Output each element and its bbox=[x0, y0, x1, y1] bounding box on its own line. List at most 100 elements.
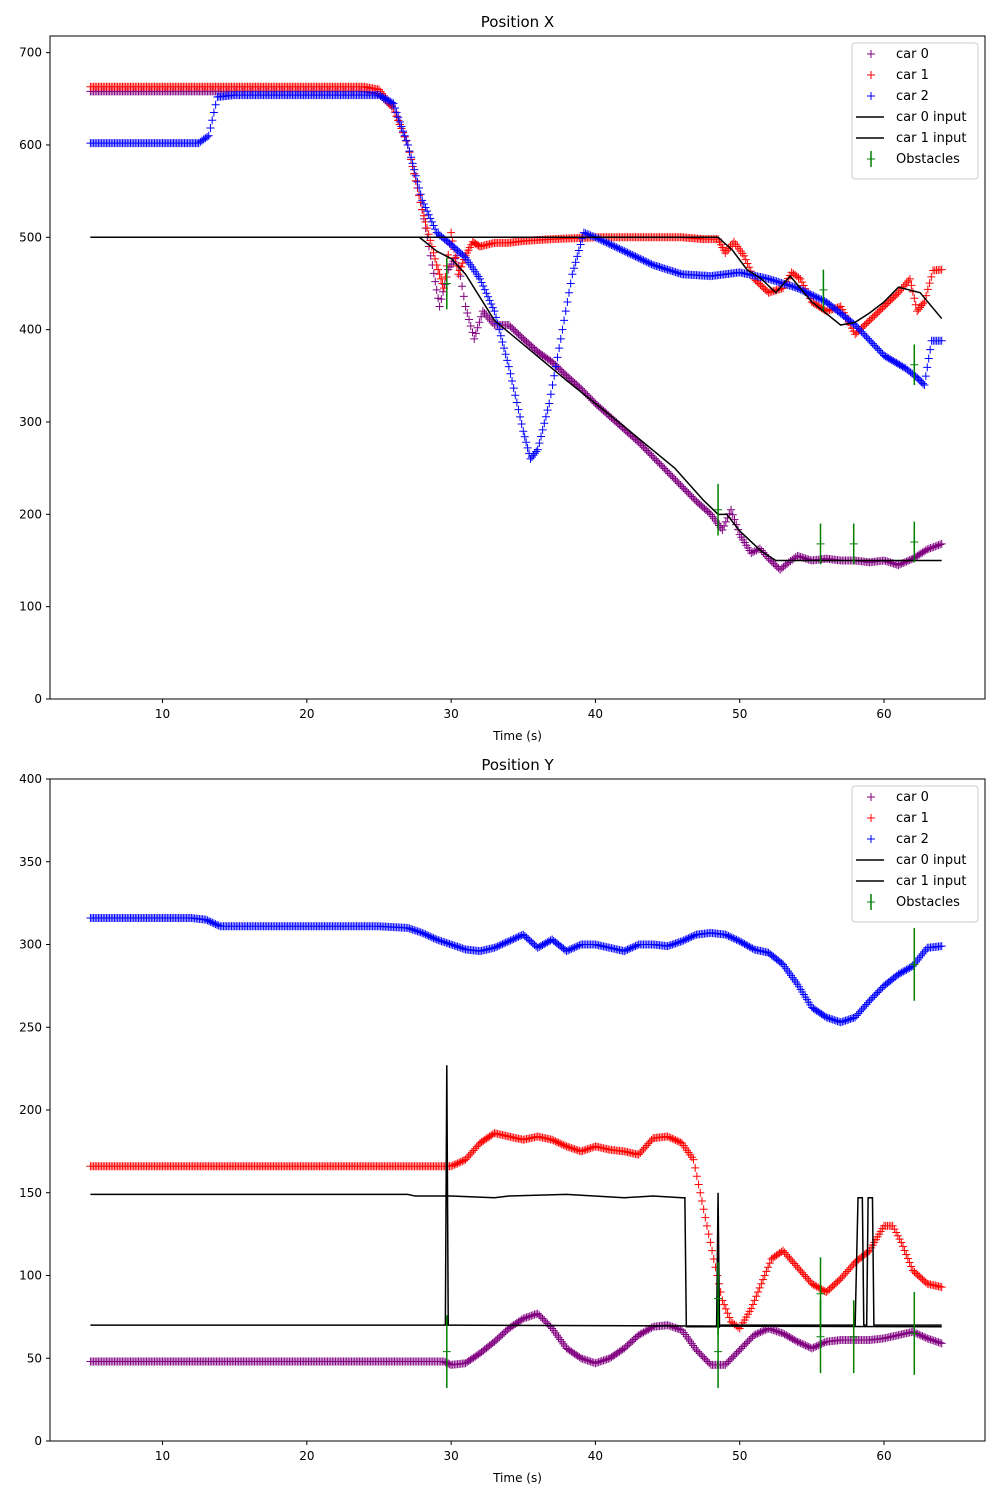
obstacle-marker bbox=[714, 1294, 723, 1303]
x-tick-label: 20 bbox=[299, 707, 314, 721]
x-tick-label: 60 bbox=[876, 1449, 891, 1463]
legend-entry: car 1 bbox=[867, 68, 929, 83]
series-car-1 bbox=[86, 1129, 946, 1333]
y-tick-label: 300 bbox=[19, 415, 42, 429]
y-tick-label: 500 bbox=[19, 230, 42, 244]
legend-label: car 0 input bbox=[896, 853, 966, 868]
legend-label: car 1 input bbox=[896, 131, 966, 146]
obstacle-marker bbox=[910, 360, 919, 369]
legend-label: car 2 bbox=[896, 832, 929, 847]
marker-trace bbox=[86, 1129, 946, 1333]
legend-label: car 1 bbox=[896, 811, 929, 826]
chart-title: Position X bbox=[481, 13, 554, 31]
legend-label: car 0 input bbox=[896, 110, 966, 125]
obstacle-marker bbox=[714, 1347, 723, 1356]
x-tick-label: 10 bbox=[155, 707, 170, 721]
obstacle-marker bbox=[910, 960, 919, 969]
y-tick-label: 0 bbox=[34, 1434, 42, 1448]
x-tick-label: 50 bbox=[732, 707, 747, 721]
input-line bbox=[90, 1192, 942, 1329]
legend-entry: Obstacles bbox=[867, 894, 960, 910]
obstacle-marker bbox=[816, 539, 825, 548]
marker-trace bbox=[86, 914, 946, 1027]
legend-marker-handle bbox=[867, 814, 875, 822]
y-tick-label: 0 bbox=[34, 692, 42, 706]
legend-box bbox=[851, 785, 979, 923]
legend-entry: car 0 input bbox=[856, 110, 966, 125]
legend-entry: car 2 bbox=[867, 832, 929, 847]
x-tick-label: 40 bbox=[588, 707, 603, 721]
plot-area bbox=[86, 82, 946, 574]
legend-entry: car 0 input bbox=[856, 853, 966, 868]
legend-marker-handle bbox=[867, 71, 875, 79]
x-tick-label: 10 bbox=[155, 1449, 170, 1463]
obstacle-marker bbox=[910, 538, 919, 547]
legend: car 0 car 1 car 2 car 0 input car 1 input Obs… bbox=[851, 785, 979, 923]
axes-frame bbox=[49, 35, 986, 700]
x-tick-label: 30 bbox=[443, 1449, 458, 1463]
y-tick-label: 350 bbox=[19, 855, 42, 869]
legend-marker-handle bbox=[867, 835, 875, 843]
marker-trace bbox=[86, 91, 946, 463]
y-tick-label: 400 bbox=[19, 323, 42, 337]
series-car-0 bbox=[86, 87, 946, 574]
series-Obstacles bbox=[442, 927, 919, 1389]
legend-entry: Obstacles bbox=[867, 151, 960, 167]
marker-trace bbox=[86, 87, 946, 574]
marker-trace bbox=[86, 1309, 946, 1369]
series-car-2 bbox=[86, 914, 946, 1027]
x-tick-label: 60 bbox=[876, 707, 891, 721]
legend-marker-handle bbox=[867, 793, 875, 801]
x-axis-label: Time (s) bbox=[492, 729, 542, 743]
y-tick-label: 700 bbox=[19, 46, 42, 60]
legend-marker-handle bbox=[867, 50, 875, 58]
x-axis-label: Time (s) bbox=[492, 1471, 542, 1485]
obstacle-marker bbox=[442, 1347, 451, 1356]
obstacle-marker bbox=[819, 285, 828, 294]
obstacle-marker bbox=[910, 1329, 919, 1338]
x-tick-label: 50 bbox=[732, 1449, 747, 1463]
y-tick-label: 100 bbox=[19, 600, 42, 614]
y-tick-label: 300 bbox=[19, 938, 42, 952]
x-tick-label: 30 bbox=[443, 707, 458, 721]
legend-entry: car 2 bbox=[867, 89, 929, 104]
y-tick-label: 100 bbox=[19, 1269, 42, 1283]
input-line bbox=[90, 236, 942, 562]
legend-label: car 1 input bbox=[896, 874, 966, 889]
input-line bbox=[90, 1065, 942, 1328]
obstacle-marker bbox=[714, 505, 723, 514]
legend: car 0 car 1 car 2 car 0 input car 1 input Obs… bbox=[851, 42, 979, 180]
legend-label: car 2 bbox=[896, 89, 929, 104]
y-tick-label: 250 bbox=[19, 1020, 42, 1034]
legend-label: car 0 bbox=[896, 47, 929, 62]
legend-label: Obstacles bbox=[896, 152, 960, 167]
legend-entry: car 1 bbox=[867, 811, 929, 826]
legend-label: car 0 bbox=[896, 790, 929, 805]
y-tick-label: 200 bbox=[19, 1103, 42, 1117]
y-tick-label: 150 bbox=[19, 1186, 42, 1200]
obstacle-marker bbox=[849, 539, 858, 548]
plot-area bbox=[86, 914, 946, 1389]
legend-entry: car 0 bbox=[867, 790, 929, 805]
legend-entry: car 0 bbox=[867, 47, 929, 62]
series-car-1-input bbox=[90, 236, 943, 326]
legend-entry: car 1 input bbox=[856, 131, 966, 146]
legend-errorbar-marker bbox=[867, 898, 875, 906]
y-tick-label: 200 bbox=[19, 507, 42, 521]
series-car-0 bbox=[86, 1309, 946, 1369]
obstacle-marker bbox=[816, 1332, 825, 1341]
legend-marker-handle bbox=[867, 92, 875, 100]
series-Obstacles bbox=[442, 257, 919, 565]
legend-entry: car 1 input bbox=[856, 874, 966, 889]
legend-label: Obstacles bbox=[896, 895, 960, 910]
series-car-0-input bbox=[90, 1065, 942, 1328]
y-tick-label: 600 bbox=[19, 138, 42, 152]
y-tick-label: 50 bbox=[27, 1351, 42, 1365]
y-tick-label: 400 bbox=[19, 772, 42, 786]
obstacle-marker bbox=[816, 1289, 825, 1298]
legend-box bbox=[851, 42, 979, 180]
series-car-2 bbox=[86, 91, 946, 463]
series-car-0-input bbox=[90, 236, 942, 562]
legend-label: car 1 bbox=[896, 68, 929, 83]
